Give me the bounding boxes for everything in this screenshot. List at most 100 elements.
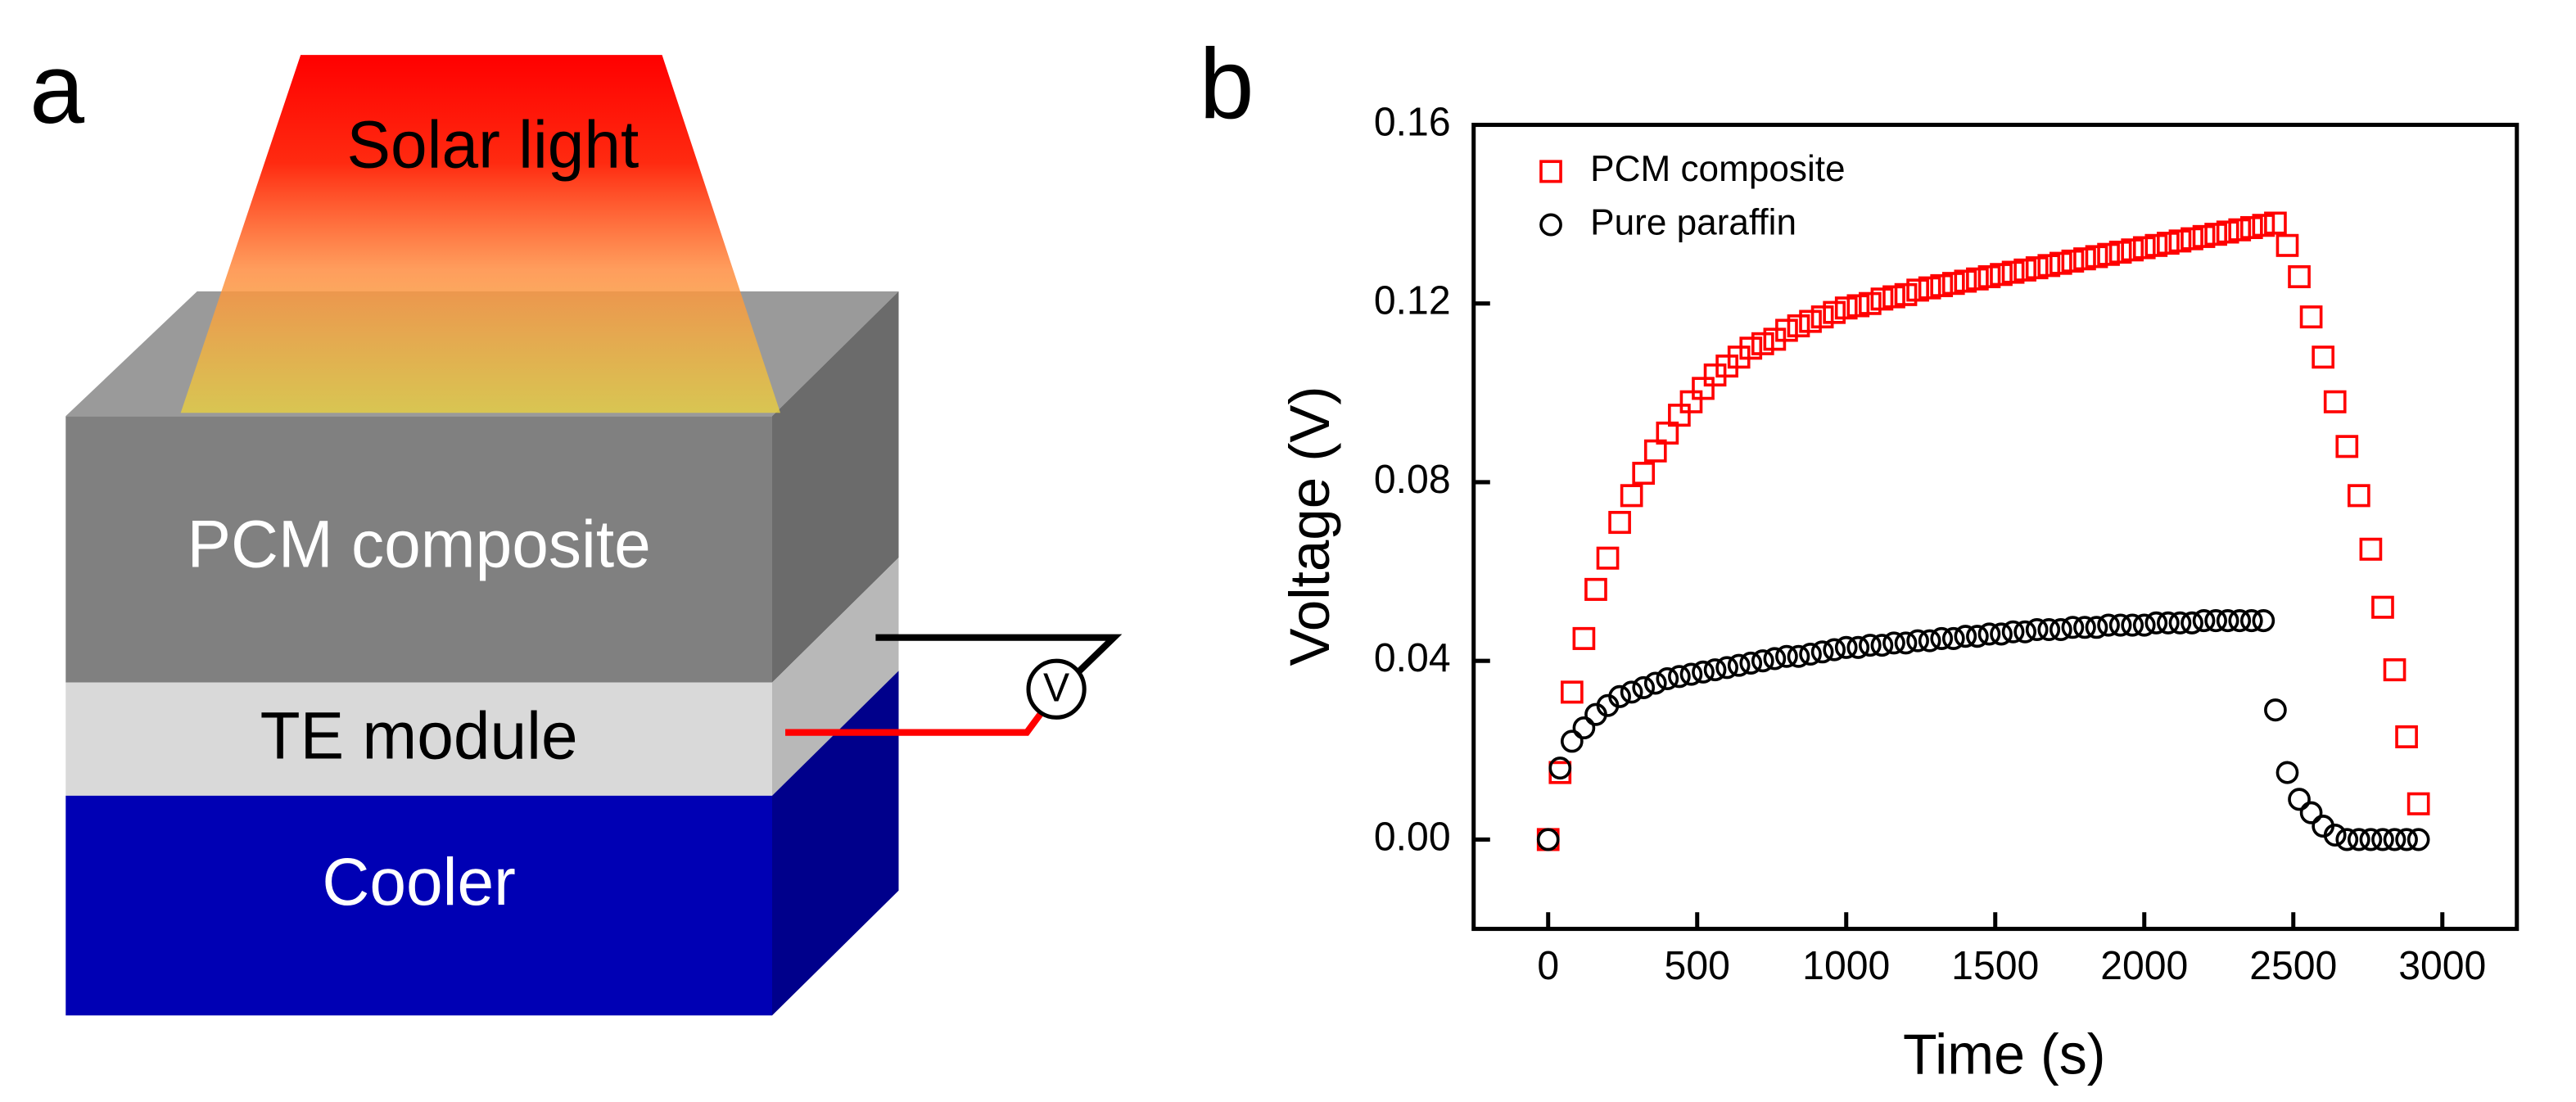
legend-label: PCM composite (1590, 149, 1845, 189)
data-point (2312, 346, 2335, 369)
data-point (2216, 609, 2239, 633)
data-point (2347, 484, 2370, 508)
data-point (2299, 801, 2323, 824)
data-point (2335, 828, 2359, 851)
data-point (2049, 251, 2072, 275)
data-point (2157, 232, 2180, 255)
data-point (2371, 595, 2394, 619)
data-point (1810, 640, 1834, 664)
data-point (2228, 218, 2252, 242)
data-point (1906, 629, 1929, 653)
data-point (2407, 828, 2430, 851)
x-tick-label: 0 (1537, 944, 1559, 988)
legend-marker (1539, 160, 1562, 183)
data-point (2383, 828, 2407, 851)
data-point (1787, 644, 1810, 668)
data-point (2181, 227, 2203, 251)
data-point (1990, 622, 2013, 646)
data-point (1643, 671, 1667, 695)
data-point (1763, 647, 1787, 671)
data-point (1572, 716, 1596, 740)
data-point (2204, 223, 2227, 246)
data-point (1656, 421, 1679, 445)
data-point (2001, 620, 2025, 644)
data-point (2013, 620, 2036, 644)
data-point (1941, 626, 1965, 650)
data-point (1930, 273, 1954, 297)
voltmeter-label: V (1043, 666, 1070, 710)
data-point (2239, 609, 2263, 633)
data-point (2121, 613, 2144, 637)
data-point (1643, 439, 1667, 463)
data-point (2108, 613, 2132, 637)
data-point (2025, 256, 2049, 280)
layer-label: Solar light (347, 108, 639, 183)
data-point (2323, 823, 2347, 847)
data-point (2192, 224, 2216, 248)
data-point (2204, 609, 2227, 633)
data-point (2216, 220, 2239, 244)
data-point (2323, 390, 2347, 413)
red-wire (785, 710, 1045, 736)
x-tick-label: 1500 (1951, 944, 2039, 988)
data-point (2049, 617, 2072, 642)
data-point (2097, 613, 2120, 637)
layer-label: PCM composite (187, 508, 650, 582)
data-point (1810, 305, 1834, 329)
layer-label: TE module (260, 699, 578, 774)
data-point (2073, 616, 2096, 639)
solar-beam (180, 55, 781, 413)
voltmeter (1026, 658, 1087, 720)
data-point (1727, 653, 1751, 677)
data-point (1620, 680, 1643, 704)
data-point (2335, 435, 2359, 458)
data-point (2061, 249, 2085, 273)
data-point (2407, 792, 2430, 815)
legend-marker (1539, 213, 1562, 237)
data-point (1715, 656, 1738, 680)
data-point (2371, 828, 2394, 851)
data-point (2239, 215, 2263, 240)
data-point (2121, 238, 2144, 262)
data-point (1966, 625, 1989, 648)
data-point (1859, 291, 1882, 315)
data-point (1977, 622, 2001, 646)
data-point (2085, 245, 2108, 269)
data-point (1954, 625, 1977, 648)
cooler-layer (66, 795, 772, 1016)
data-point (1846, 294, 1870, 318)
data-point (2288, 788, 2311, 811)
data-point (1859, 634, 1882, 657)
data-point (2192, 609, 2216, 633)
data-point (1679, 662, 1703, 686)
data-point (1679, 390, 1703, 413)
data-point (2275, 233, 2299, 257)
data-point (1799, 309, 1822, 333)
data-point (2181, 611, 2203, 635)
data-point (2288, 264, 2311, 289)
data-point (2108, 240, 2132, 264)
data-point (1751, 649, 1774, 673)
data-point (1941, 272, 1965, 296)
data-point (2252, 214, 2275, 237)
x-tick-label: 2000 (2100, 944, 2188, 988)
data-point (1561, 680, 1584, 704)
data-point (2001, 260, 2025, 284)
legend-label: Pure paraffin (1590, 202, 1796, 242)
data-point (1692, 377, 1715, 400)
data-point (2275, 761, 2299, 784)
data-point (1632, 462, 1656, 486)
x-tick-label: 500 (1665, 944, 1730, 988)
data-point (2013, 258, 2036, 282)
data-point (2359, 537, 2383, 561)
data-point (1584, 577, 1607, 601)
cooler-side (771, 671, 899, 1016)
data-point (2097, 242, 2120, 266)
data-point (2144, 233, 2168, 257)
pcm-layer (66, 416, 772, 683)
data-point (1775, 318, 1798, 342)
data-point (1692, 660, 1715, 684)
panel-label: a (29, 32, 85, 144)
